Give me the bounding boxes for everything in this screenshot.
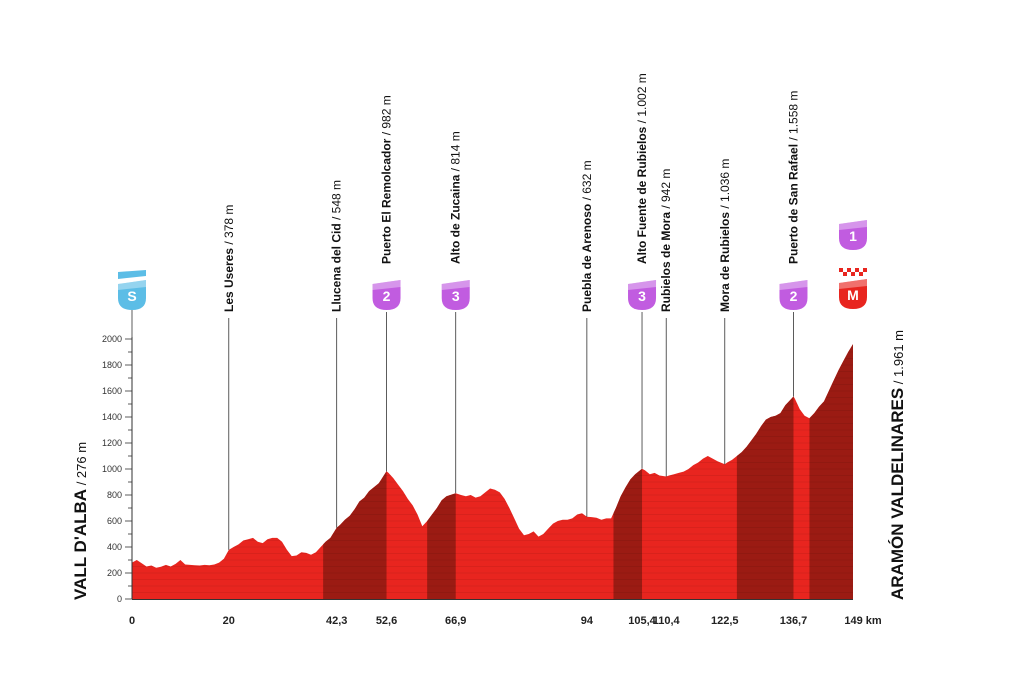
waypoint-elevation: / 1.002 m — [635, 73, 649, 126]
waypoint-name: Rubielos de Mora — [659, 212, 673, 312]
y-tick-label: 800 — [107, 490, 122, 500]
start-badge-label: S — [127, 288, 136, 304]
finish-badge-label: M — [847, 287, 859, 303]
x-tick-label: 110,4 — [653, 615, 681, 627]
category-badge-label: 2 — [383, 288, 391, 304]
finish-checker — [843, 272, 847, 276]
climb-shade-3 — [736, 344, 794, 599]
waypoint-label: Rubielos de Mora / 942 m — [659, 169, 673, 312]
finish-badge-tab — [839, 279, 867, 289]
y-tick-label: 1800 — [102, 360, 122, 370]
finish-category-badge-label: 1 — [849, 228, 857, 244]
start-badge-shape — [118, 280, 146, 310]
waypoint-elevation: / 378 m — [222, 205, 236, 248]
waypoint-elevation: / 1.558 m — [786, 91, 800, 144]
waypoint-elevation: / 1.036 m — [718, 159, 732, 212]
waypoint-label: Mora de Rubielos / 1.036 m — [718, 159, 732, 312]
y-tick-label: 1400 — [102, 412, 122, 422]
finish-category-badge-shape — [839, 220, 867, 250]
waypoint-name: Puerto de San Rafael — [786, 144, 800, 264]
waypoint-label: Alto Fuente de Rubielos / 1.002 m — [635, 73, 649, 264]
x-tick-label: 94 — [581, 615, 594, 627]
category-badge-shape — [779, 280, 808, 310]
waypoint-elevation: / 942 m — [659, 169, 673, 212]
finish-checker — [859, 272, 863, 276]
y-tick-label: 400 — [107, 542, 122, 552]
finish-badge-shape — [839, 279, 867, 309]
waypoint-name: Mora de Rubielos — [718, 212, 732, 312]
waypoint-elevation: / 632 m — [580, 160, 594, 203]
waypoint-elevation: / 548 m — [330, 180, 344, 223]
x-tick-label: 136,7 — [780, 615, 808, 627]
start-label: VALL D'ALBA / 276 m — [71, 442, 90, 600]
waypoint-name: Llucena del Cid — [330, 223, 344, 312]
x-tick-label: 0 — [129, 615, 135, 627]
y-tick-label: 0 — [117, 594, 122, 604]
category-badge-tab — [372, 280, 401, 290]
waypoint-label: Puerto de San Rafael / 1.558 m — [786, 91, 800, 264]
waypoint-elevation: / 982 m — [380, 95, 394, 138]
category-badge-tab — [779, 280, 808, 290]
category-badge-shape — [628, 280, 657, 310]
x-tick-label: 66,9 — [445, 615, 466, 627]
y-tick-label: 1600 — [102, 386, 122, 396]
waypoint-name: Puebla de Arenoso — [580, 204, 594, 312]
category-badge-shape — [441, 280, 470, 310]
profile-area — [132, 344, 853, 599]
category-badge-label: 3 — [638, 288, 646, 304]
waypoint-name: Puerto El Remolcador — [380, 138, 394, 264]
x-tick-label: 105,4 — [628, 615, 656, 627]
climb-shade-2 — [613, 344, 643, 599]
y-tick-label: 1200 — [102, 438, 122, 448]
x-tick-label: 122,5 — [711, 615, 739, 627]
finish-name: ARAMÓN VALDELINARES — [888, 388, 907, 600]
finish-checker — [847, 268, 851, 272]
category-badge-shape — [372, 280, 401, 310]
finish-label: ARAMÓN VALDELINARES / 1.961 m — [888, 330, 907, 600]
waypoint-name: Les Useres — [222, 248, 236, 312]
finish-checker — [855, 268, 859, 272]
category-badge-label: 2 — [790, 288, 798, 304]
finish-checker — [839, 268, 843, 272]
finish-elevation: / 1.961 m — [891, 330, 906, 388]
x-tick-label: 20 — [223, 615, 235, 627]
finish-checker — [851, 272, 855, 276]
start-badge-tab — [118, 280, 146, 290]
y-tick-label: 600 — [107, 516, 122, 526]
x-tick-label: 42,3 — [326, 615, 347, 627]
finish-category-badge-tab — [839, 220, 867, 230]
waypoint-name: Alto de Zucaina — [449, 174, 463, 264]
category-badge-tab — [441, 280, 470, 290]
waypoint-label: Les Useres / 378 m — [222, 205, 236, 312]
waypoint-label: Alto de Zucaina / 814 m — [449, 131, 463, 264]
x-tick-label: 52,6 — [376, 615, 397, 627]
y-tick-label: 1000 — [102, 464, 122, 474]
start-elevation: / 276 m — [74, 442, 89, 489]
category-badge-label: 3 — [452, 288, 460, 304]
waypoint-label: Puebla de Arenoso / 632 m — [580, 160, 594, 312]
x-tick-label: 149 km — [844, 615, 882, 627]
climb-shade-1 — [427, 344, 456, 599]
waypoint-label: Llucena del Cid / 548 m — [330, 180, 344, 312]
climb-shade-4 — [809, 344, 853, 599]
category-badge-tab — [628, 280, 657, 290]
waypoint-name: Alto Fuente de Rubielos — [635, 126, 649, 264]
start-badge-top — [118, 270, 146, 279]
waypoint-elevation: / 814 m — [449, 131, 463, 174]
waypoint-label: Puerto El Remolcador / 982 m — [380, 95, 394, 264]
y-tick-label: 2000 — [102, 334, 122, 344]
climb-shade-0 — [323, 344, 387, 599]
finish-checker — [863, 268, 867, 272]
start-name: VALL D'ALBA — [71, 489, 90, 600]
y-tick-label: 200 — [107, 568, 122, 578]
